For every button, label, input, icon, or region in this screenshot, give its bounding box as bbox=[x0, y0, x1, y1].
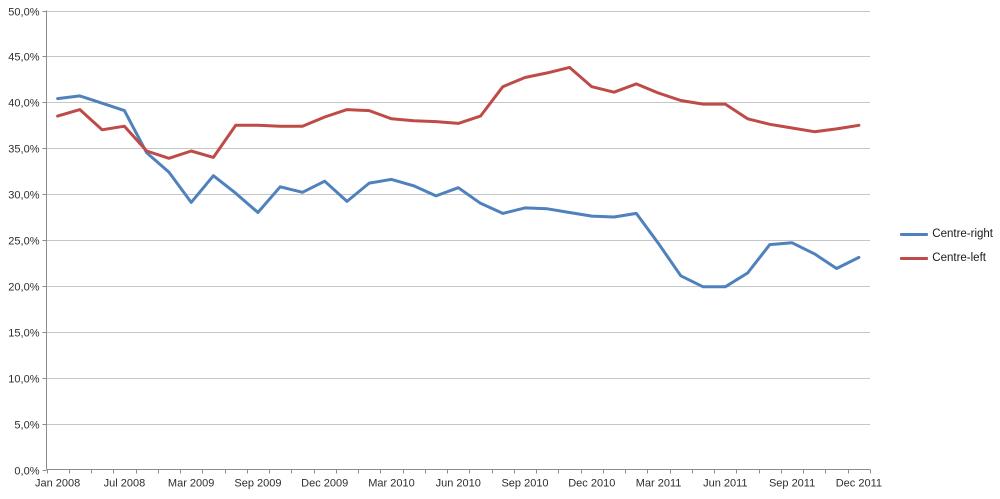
series-centre-left-line bbox=[56, 65, 861, 160]
y-axis-label: 45,0% bbox=[8, 52, 39, 64]
x-axis-label: Dec 2011 bbox=[836, 478, 882, 490]
legend-label-centre-left: Centre-left bbox=[932, 252, 986, 264]
y-axis-label: 40,0% bbox=[8, 98, 39, 110]
y-axis-label: 0,0% bbox=[14, 466, 39, 478]
y-axis-label: 35,0% bbox=[8, 144, 39, 156]
x-axis-label: Mar 2010 bbox=[368, 478, 414, 490]
y-axis-label: 15,0% bbox=[8, 328, 39, 340]
x-axis-label: Sep 2009 bbox=[234, 478, 281, 490]
x-axis-label: Mar 2009 bbox=[168, 478, 214, 490]
x-axis-label: Sep 2011 bbox=[769, 478, 815, 490]
y-axis-label: 25,0% bbox=[8, 236, 39, 248]
legend-item-centre-left: Centre-left bbox=[900, 252, 993, 264]
y-axis-label: 5,0% bbox=[14, 420, 39, 432]
series-centre-right-line bbox=[56, 94, 861, 289]
x-axis-label: Mar 2011 bbox=[636, 478, 682, 490]
legend-label-centre-right: Centre-right bbox=[932, 228, 993, 240]
legend-swatch-centre-left bbox=[900, 256, 929, 260]
legend-item-centre-right: Centre-right bbox=[900, 228, 993, 240]
x-axis-label: Dec 2010 bbox=[568, 478, 615, 490]
legend-swatch-centre-right bbox=[900, 232, 929, 236]
x-axis-label: Jun 2011 bbox=[703, 478, 747, 490]
x-axis-label: Dec 2009 bbox=[301, 478, 348, 490]
y-axis-label: 50,0% bbox=[8, 7, 39, 19]
y-axis-label: 30,0% bbox=[8, 190, 39, 202]
x-axis-label: Jun 2010 bbox=[436, 478, 481, 490]
x-axis-label: Jul 2008 bbox=[104, 478, 146, 490]
y-axis-label: 10,0% bbox=[8, 374, 39, 386]
x-axis-label: Jan 2008 bbox=[35, 478, 80, 490]
legend: Centre-right Centre-left bbox=[900, 228, 993, 264]
y-axis-label: 20,0% bbox=[8, 282, 39, 294]
x-axis-label: Sep 2010 bbox=[501, 478, 548, 490]
